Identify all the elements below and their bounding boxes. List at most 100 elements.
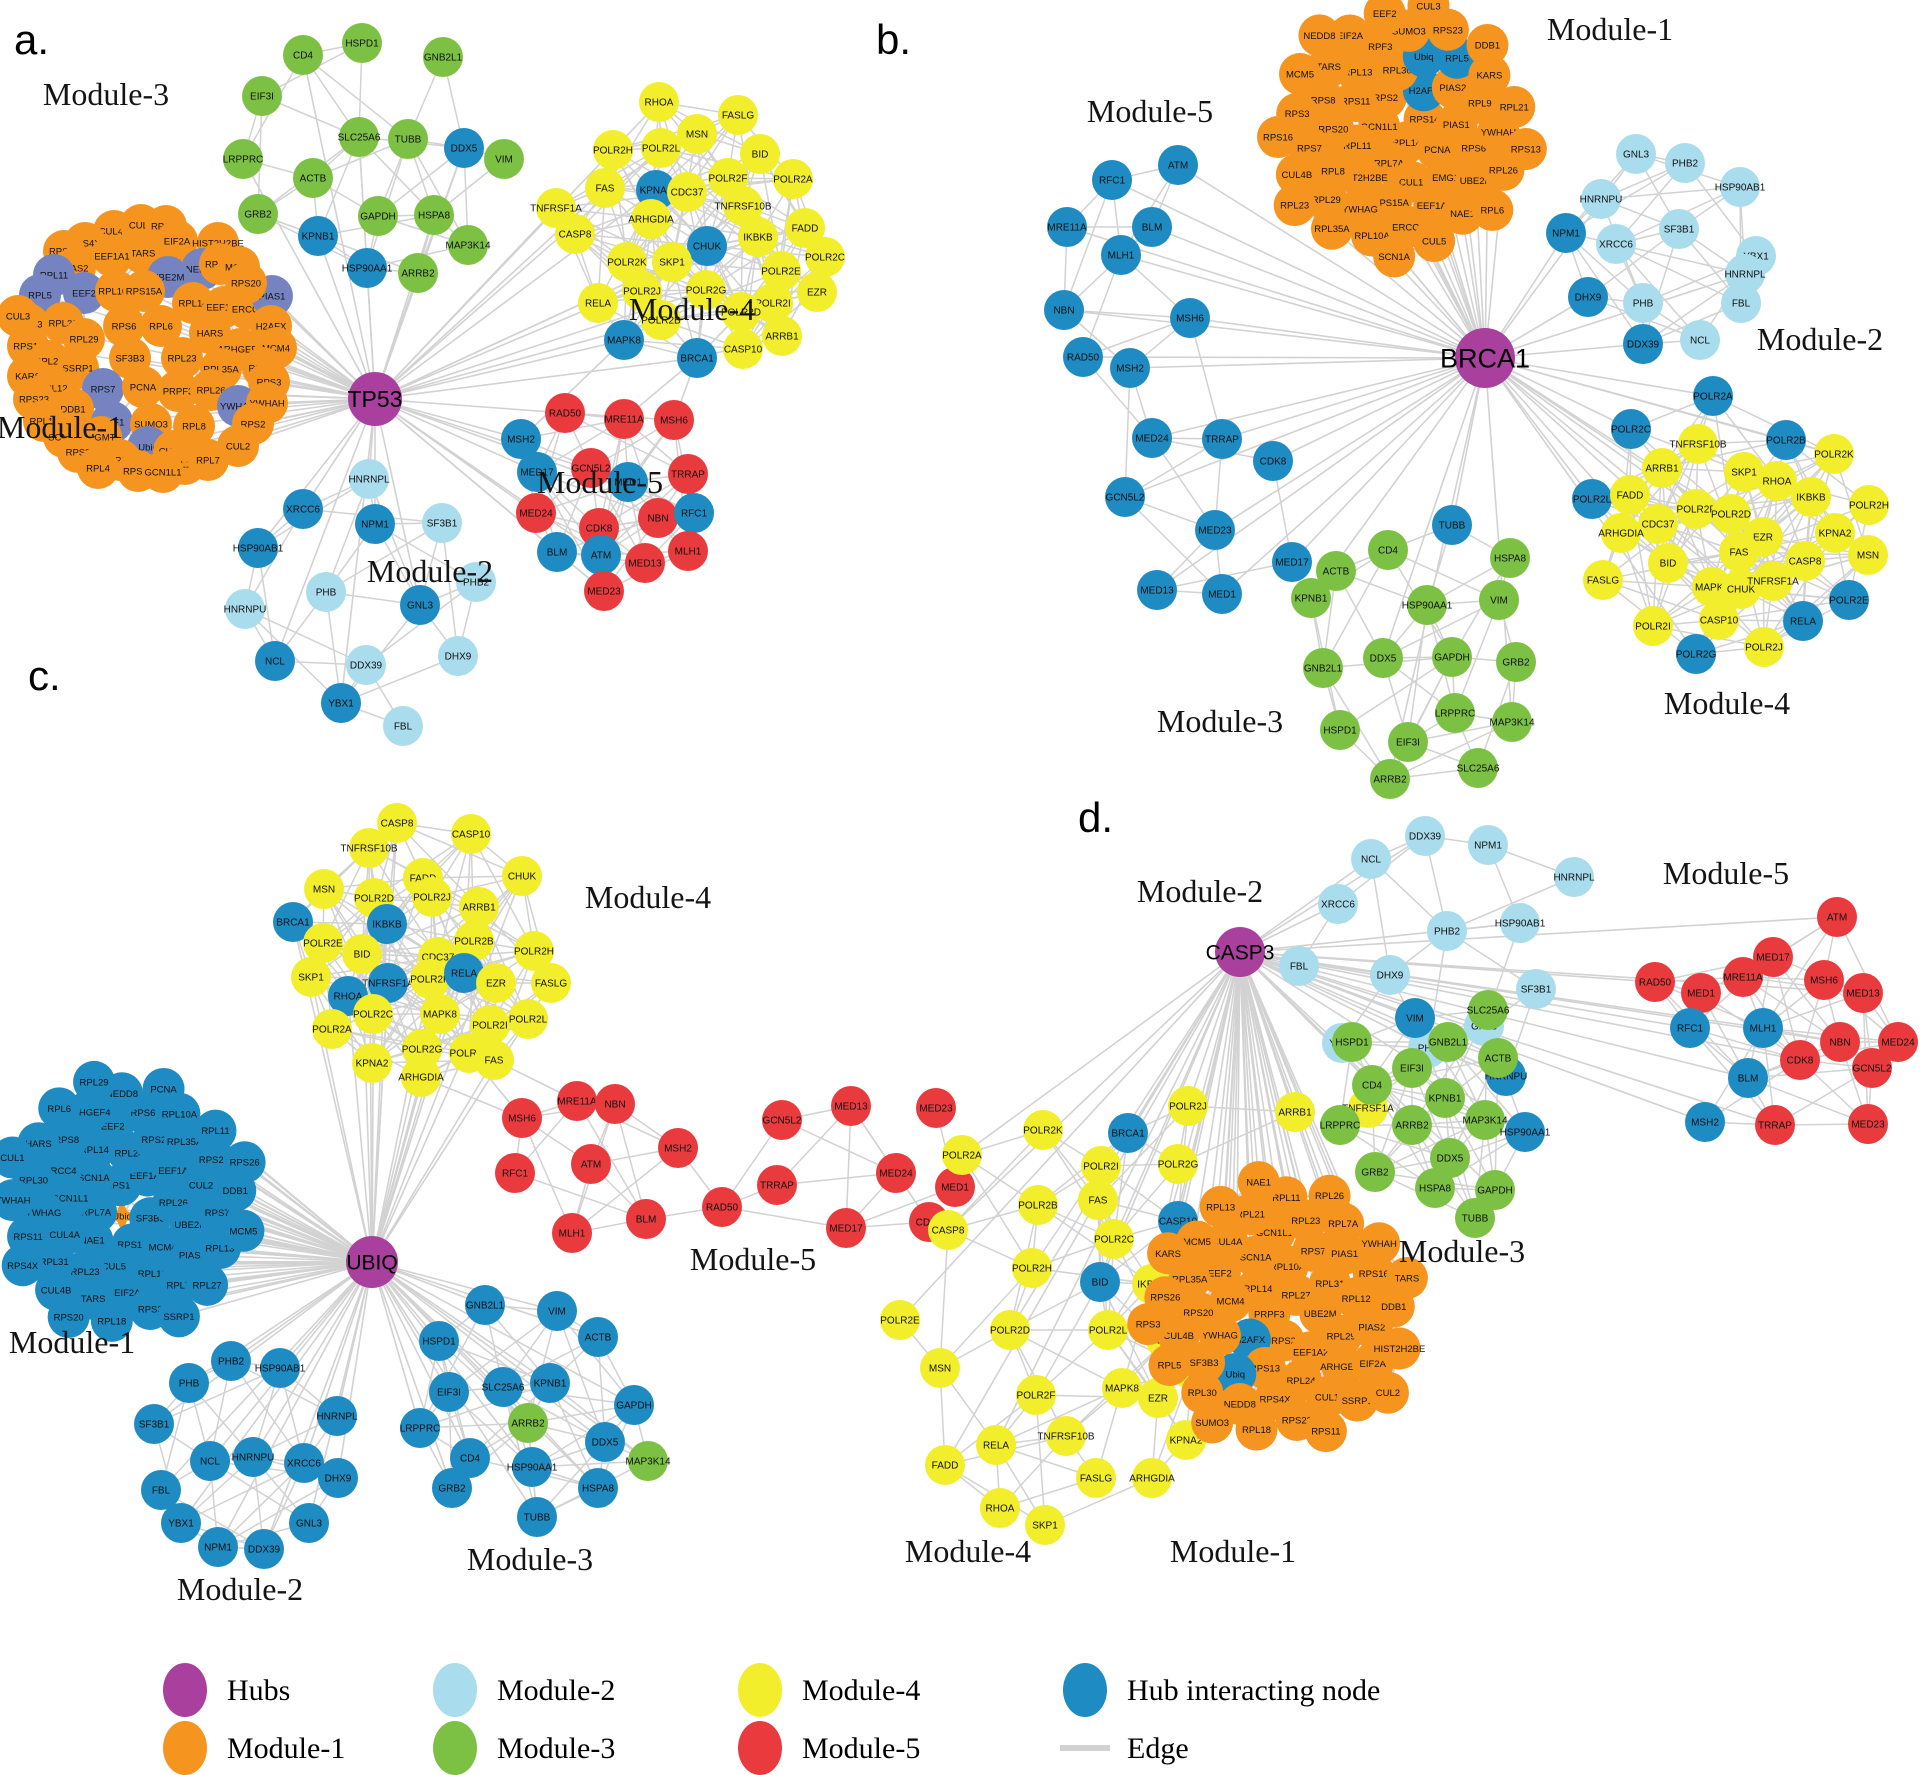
- node-BLM[interactable]: [1132, 207, 1172, 247]
- node-POLR2K[interactable]: [1023, 1110, 1063, 1150]
- node-ARHGDIA[interactable]: [631, 199, 671, 239]
- node-POLR2A[interactable]: [773, 159, 813, 199]
- node-SF3B1[interactable]: [134, 1404, 174, 1444]
- node-MED17[interactable]: [826, 1208, 866, 1248]
- node-MED17[interactable]: [517, 452, 557, 492]
- node-MED1[interactable]: [1681, 973, 1721, 1013]
- node-CASP10[interactable]: [1699, 600, 1739, 640]
- node-MRE11A[interactable]: [604, 399, 644, 439]
- node-PCNA[interactable]: [122, 366, 164, 408]
- node-MED1[interactable]: [608, 462, 648, 502]
- node-BRCA1[interactable]: [1108, 1113, 1148, 1153]
- node-HSPA8[interactable]: [1415, 1168, 1455, 1208]
- node-DDX39[interactable]: [346, 645, 386, 685]
- node-RELA[interactable]: [1783, 601, 1823, 641]
- node-PHB[interactable]: [1623, 283, 1663, 323]
- node-CASP8[interactable]: [377, 803, 417, 843]
- node-DDX39[interactable]: [1623, 324, 1663, 364]
- node-SF3B1[interactable]: [1516, 969, 1556, 1009]
- node-LRPPRC[interactable]: [1320, 1105, 1360, 1145]
- node-HNRNPU[interactable]: [233, 1437, 273, 1477]
- node-POLR2A[interactable]: [1693, 376, 1733, 416]
- node-HSP90AA1[interactable]: [512, 1447, 552, 1487]
- node-ARRB1[interactable]: [1642, 448, 1682, 488]
- node-RPS6[interactable]: [103, 305, 145, 347]
- node-CUL5[interactable]: [1413, 220, 1456, 263]
- hub-node-TP53[interactable]: [348, 372, 402, 426]
- node-POLR2J[interactable]: [412, 877, 452, 917]
- node-MAP3K14[interactable]: [1465, 1100, 1505, 1140]
- node-KARS[interactable]: [1468, 54, 1511, 97]
- node-TNFRSF10B[interactable]: [1678, 424, 1718, 464]
- node-MLH1[interactable]: [668, 531, 708, 571]
- node-VIM[interactable]: [1479, 580, 1519, 620]
- node-RPL23[interactable]: [1273, 184, 1316, 227]
- node-PHB[interactable]: [306, 572, 346, 612]
- node-ATM[interactable]: [1817, 897, 1857, 937]
- node-POLR2B[interactable]: [454, 921, 494, 961]
- node-HSPA8[interactable]: [578, 1468, 618, 1508]
- node-YBX1[interactable]: [321, 683, 361, 723]
- node-RPL6[interactable]: [38, 1087, 81, 1130]
- node-POLR2I[interactable]: [470, 1005, 510, 1045]
- node-SKP1[interactable]: [1724, 452, 1764, 492]
- node-RPL35A[interactable]: [1310, 207, 1353, 250]
- node-NCL[interactable]: [190, 1441, 230, 1481]
- node-RPL18[interactable]: [90, 1299, 133, 1342]
- node-POLR2A[interactable]: [942, 1135, 982, 1175]
- node-HIST2H2BE[interactable]: [1378, 1327, 1421, 1370]
- node-MED13[interactable]: [625, 543, 665, 583]
- node-MRE11A[interactable]: [1723, 957, 1763, 997]
- node-TNFRSF1A[interactable]: [368, 963, 408, 1003]
- node-POLR2E[interactable]: [880, 1300, 920, 1340]
- node-EZR[interactable]: [1138, 1378, 1178, 1418]
- node-MED24[interactable]: [876, 1153, 916, 1193]
- node-RPS20[interactable]: [225, 262, 267, 304]
- node-ATM[interactable]: [581, 535, 621, 575]
- node-MLH1[interactable]: [1743, 1008, 1783, 1048]
- node-MAP3K14[interactable]: [628, 1441, 668, 1481]
- node-RPS13[interactable]: [1504, 128, 1547, 171]
- node-CUL4B[interactable]: [1275, 153, 1318, 196]
- node-NPM1[interactable]: [198, 1527, 238, 1567]
- node-NEDD8[interactable]: [1298, 14, 1341, 57]
- node-MSH6[interactable]: [654, 400, 694, 440]
- node-DHX9[interactable]: [438, 636, 478, 676]
- node-GNB2L1[interactable]: [1428, 1022, 1468, 1062]
- node-MED1[interactable]: [1202, 574, 1242, 614]
- node-LRPPRC[interactable]: [223, 139, 263, 179]
- hub-node-UBIQ[interactable]: [346, 1236, 398, 1288]
- node-Ubiq[interactable]: [106, 1199, 139, 1232]
- node-RPL5[interactable]: [1148, 1344, 1191, 1387]
- node-RAD50[interactable]: [702, 1187, 742, 1227]
- node-ARHGDIA[interactable]: [1132, 1458, 1172, 1498]
- node-POLR2F[interactable]: [1016, 1375, 1056, 1415]
- node-KARS[interactable]: [1147, 1232, 1190, 1275]
- node-RPS15A[interactable]: [123, 270, 165, 312]
- node-PHB2[interactable]: [456, 562, 496, 602]
- node-EEF1A1[interactable]: [91, 235, 133, 277]
- node-FAS[interactable]: [1078, 1180, 1118, 1220]
- node-TRRAP[interactable]: [1202, 419, 1242, 459]
- node-HNRNPL[interactable]: [317, 1396, 357, 1436]
- node-KPNB1[interactable]: [1425, 1078, 1465, 1118]
- node-MCM5[interactable]: [222, 1209, 265, 1252]
- node-NAE1[interactable]: [1237, 1161, 1280, 1204]
- node-ACTB[interactable]: [1478, 1038, 1518, 1078]
- node-ATM[interactable]: [1158, 145, 1198, 185]
- node-PHB2[interactable]: [1427, 911, 1467, 951]
- node-PHB2[interactable]: [1665, 143, 1705, 183]
- node-ARRB2[interactable]: [508, 1403, 548, 1443]
- node-FASLG[interactable]: [1583, 560, 1623, 600]
- node-RPS26[interactable]: [223, 1141, 266, 1184]
- node-TUBB[interactable]: [1455, 1198, 1495, 1238]
- node-CHUK[interactable]: [687, 226, 727, 266]
- node-CASP10[interactable]: [451, 814, 491, 854]
- node-FASLG[interactable]: [718, 95, 758, 135]
- node-MSH6[interactable]: [502, 1098, 542, 1138]
- node-POLR2C[interactable]: [1094, 1219, 1134, 1259]
- node-MSH6[interactable]: [1804, 960, 1844, 1000]
- node-RFC1[interactable]: [495, 1153, 535, 1193]
- node-POLR2I[interactable]: [1633, 606, 1673, 646]
- node-GAPDH[interactable]: [614, 1385, 654, 1425]
